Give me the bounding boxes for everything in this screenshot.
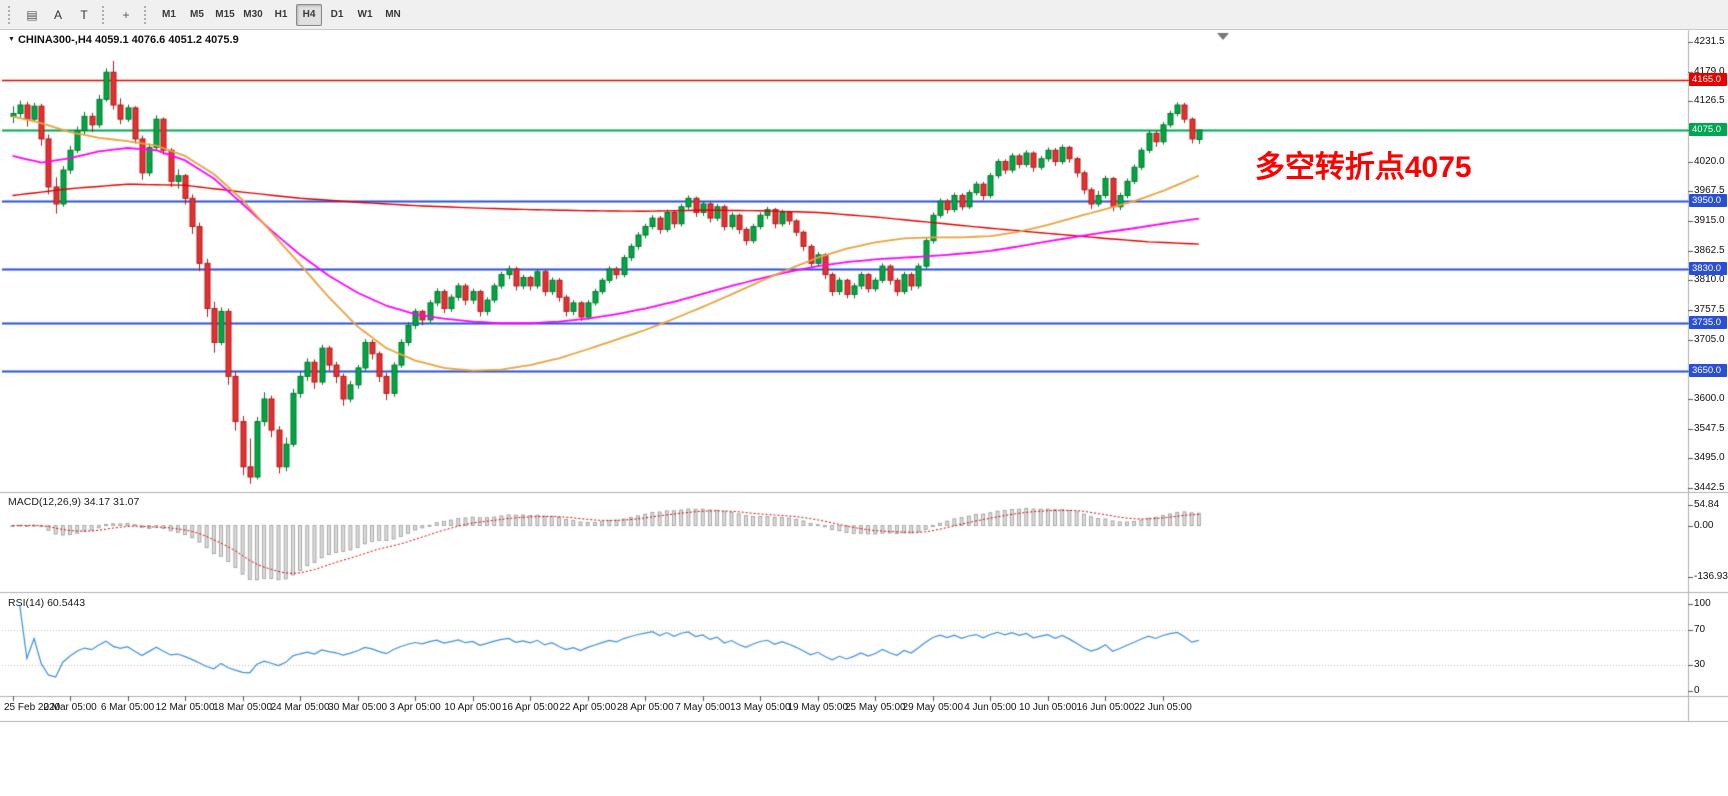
time-label: 25 Feb 2020 <box>4 702 61 713</box>
price-tick: 4231.5 <box>1694 36 1725 47</box>
time-label: 4 Jun 05:00 <box>964 702 1017 713</box>
charts-toolbar-button[interactable]: ▤ <box>20 4 44 26</box>
timeframe-h1-button[interactable]: H1 <box>274 9 288 20</box>
charts-toolbar-icon: ▤ <box>26 7 38 22</box>
price-scale[interactable]: 4231.5 4179.0 4126.5 4020.0 3967.5 3915.0 3862… <box>1688 30 1728 726</box>
toolbar-grip[interactable] <box>144 5 150 24</box>
price-badge: 3735.0 <box>1689 315 1727 329</box>
price-tick: 4179.0 <box>1694 65 1725 77</box>
timeframe-m5-button[interactable]: M5 <box>190 9 204 20</box>
price-tick: 3757.5 <box>1694 303 1725 315</box>
symbol-collapse-icon[interactable]: ▼ <box>8 36 15 43</box>
time-axis[interactable]: 25 Feb 2020 2 Mar 05:00 6 Mar 05:00 12 Mar … <box>0 696 1688 724</box>
text-label-button[interactable]: T <box>80 7 88 22</box>
time-label: 3 Apr 05:00 <box>389 702 441 713</box>
rsi-tick: 0 <box>1694 685 1700 696</box>
time-label: 13 May 05:00 <box>729 702 791 713</box>
macd-tick: -136.93 <box>1694 571 1728 583</box>
price-tick: 3915.0 <box>1694 214 1725 226</box>
time-label: 10 Apr 05:00 <box>444 702 502 713</box>
time-label: 12 Mar 05:00 <box>155 702 215 713</box>
macd-tick: 54.84 <box>1694 499 1720 510</box>
timeframe-m1-button[interactable]: M1 <box>162 9 176 20</box>
time-label: 19 May 05:00 <box>787 702 849 713</box>
time-label: 24 Mar 05:00 <box>270 702 330 713</box>
toolbar-grip[interactable] <box>102 5 108 24</box>
time-label: 30 Mar 05:00 <box>328 702 388 713</box>
rsi-label: RSI(14) 60.5443 <box>8 597 86 609</box>
chart-title-text: CHINA300-,H4 4059.1 4076.6 4051.2 4075.9 <box>17 34 239 46</box>
rsi-tick: 70 <box>1694 624 1706 636</box>
price-badge: 3830.0 <box>1689 261 1727 275</box>
price-badge: 3950.0 <box>1689 194 1727 208</box>
price-tick: 3810.0 <box>1694 274 1725 286</box>
arrow-style-button[interactable]: A <box>53 7 62 22</box>
price-badge: 3650.0 <box>1689 363 1727 377</box>
chart-canvas[interactable] <box>0 30 1728 796</box>
time-label: 16 Jun 05:00 <box>1076 702 1135 713</box>
timeframe-w1-button[interactable]: W1 <box>357 9 373 20</box>
price-badge: 4165.0 <box>1689 72 1727 86</box>
timeframe-m15-button[interactable]: M15 <box>215 9 235 20</box>
chart-window: ▼ CHINA300-,H4 4059.1 4076.6 4051.2 4075.… <box>0 30 1728 796</box>
time-label: 10 Jun 05:00 <box>1018 702 1077 713</box>
price-badge: 4075.0 <box>1689 123 1727 137</box>
timeframe-m30-button[interactable]: M30 <box>243 9 263 20</box>
chart-title: ▼ CHINA300-,H4 4059.1 4076.6 4051.2 4075.… <box>8 34 239 46</box>
timeframe-d1-button[interactable]: D1 <box>330 9 344 20</box>
price-tick: 3705.0 <box>1694 333 1725 345</box>
time-label: 22 Jun 05:00 <box>1133 702 1192 713</box>
time-label: 7 May 05:00 <box>675 702 731 713</box>
timeframe-mn-button[interactable]: MN <box>385 9 401 20</box>
crosshair-button[interactable]: + <box>114 4 138 26</box>
rsi-tick: 30 <box>1694 658 1706 670</box>
macd-tick: 0.00 <box>1694 519 1714 531</box>
chart-annotation-text[interactable]: 多空转折点4075 <box>1254 150 1472 184</box>
time-label: 2 Mar 05:00 <box>43 702 97 713</box>
crosshair-icon: + <box>122 7 130 22</box>
time-label: 6 Mar 05:00 <box>100 702 155 713</box>
price-tick: 3967.5 <box>1694 185 1725 197</box>
toolbar-grip[interactable] <box>8 5 14 24</box>
price-tick: 4020.0 <box>1694 155 1725 167</box>
price-tick: 3547.5 <box>1694 422 1725 434</box>
time-label: 28 Apr 05:00 <box>616 702 674 713</box>
price-tick: 3862.5 <box>1694 244 1725 256</box>
price-tick: 3442.5 <box>1694 482 1725 494</box>
price-tick: 4126.5 <box>1694 95 1725 107</box>
toolbar: ▤ A T + M1 M5 M15 M30 H1 H4 D1 W1 MN <box>0 0 1728 30</box>
time-label: 29 May 05:00 <box>902 702 964 713</box>
macd-label: MACD(12,26,9) 34.17 31.07 <box>8 496 140 508</box>
time-label: 16 Apr 05:00 <box>501 702 559 713</box>
time-label: 22 Apr 05:00 <box>559 702 617 713</box>
price-tick: 3495.0 <box>1694 452 1725 464</box>
rsi-tick: 100 <box>1694 598 1711 609</box>
time-label: 18 Mar 05:00 <box>213 702 273 713</box>
time-label: 25 May 05:00 <box>844 702 906 713</box>
price-tick: 3600.0 <box>1694 392 1725 404</box>
timeframe-h4-button[interactable]: H4 <box>296 3 322 26</box>
